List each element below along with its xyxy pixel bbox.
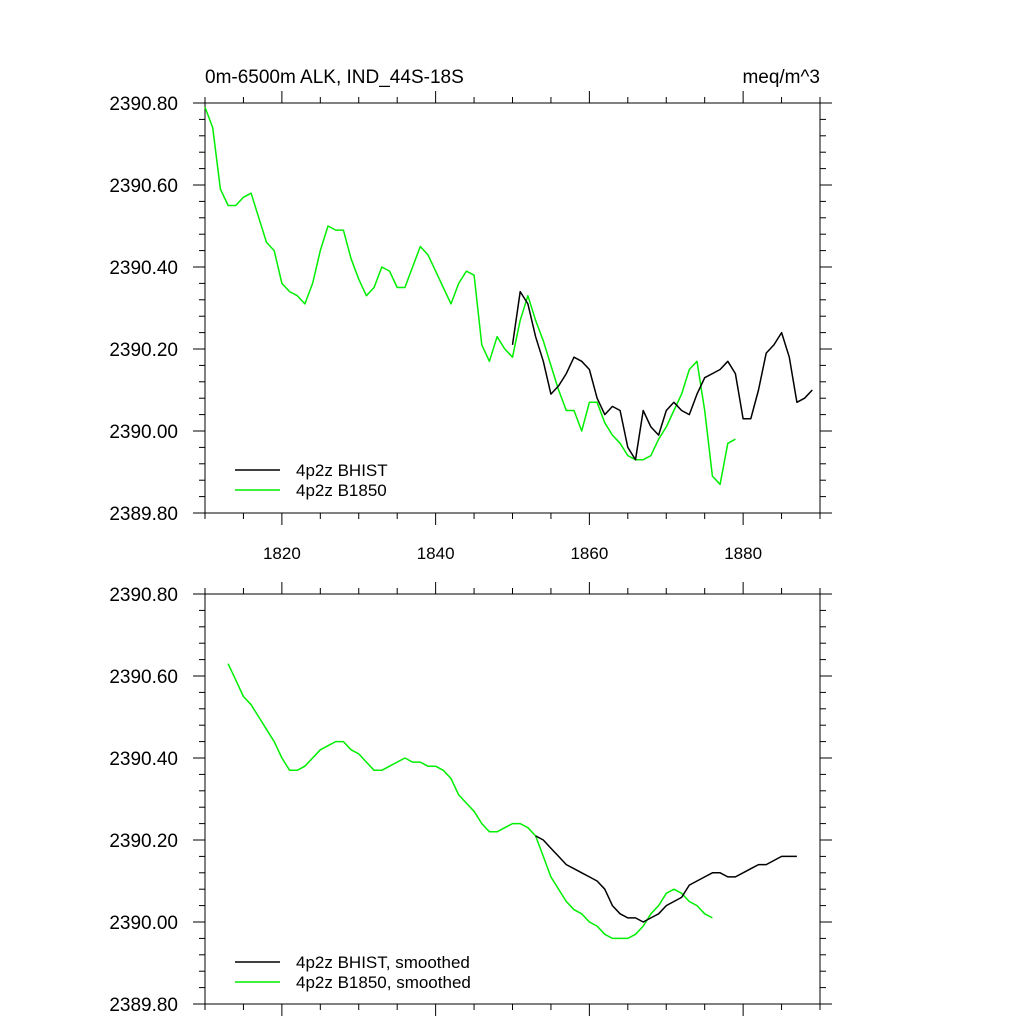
y-tick-label: 2390.60 [109, 176, 178, 197]
y-tick-label: 2390.40 [109, 258, 178, 279]
y-tick-label: 2390.80 [109, 585, 178, 606]
top-panel-units: meq/m^3 [742, 67, 820, 88]
x-tick-label: 1860 [570, 544, 608, 563]
y-tick-label: 2390.00 [109, 913, 178, 934]
top-series-lines [204, 106, 813, 486]
x-tick-label: 1880 [724, 544, 762, 563]
series-line [535, 835, 797, 923]
top-panel-title: 0m-6500m ALK, IND_44S-18S [205, 67, 464, 88]
y-tick-label: 2390.40 [109, 749, 178, 770]
y-tick-label: 2390.60 [109, 667, 178, 688]
top-legend: 4p2z BHIST 4p2z B1850 [235, 461, 388, 500]
legend-label-b1850: 4p2z B1850 [296, 481, 387, 500]
bottom-series-lines [227, 663, 797, 940]
x-tick-label: 1820 [263, 544, 301, 563]
top-panel: 0m-6500m ALK, IND_44S-18S meq/m^3 2389.8… [109, 67, 832, 563]
top-y-tick-labels: 2389.80 2390.00 2390.20 2390.40 2390.60 2390.… [109, 94, 178, 525]
series-line [511, 290, 813, 461]
y-tick-label: 2390.00 [109, 422, 178, 443]
legend-label-b1850-smoothed: 4p2z B1850, smoothed [296, 973, 471, 992]
y-tick-label: 2390.20 [109, 340, 178, 361]
legend-label-bhist-smoothed: 4p2z BHIST, smoothed [296, 953, 470, 972]
bottom-legend: 4p2z BHIST, smoothed 4p2z B1850, smoothe… [235, 953, 471, 992]
top-x-tick-labels: 1820 1840 1860 1880 [263, 544, 762, 563]
top-plot-frame [204, 102, 821, 514]
series-line [204, 106, 736, 486]
legend-label-bhist: 4p2z BHIST [296, 461, 388, 480]
x-tick-label: 1840 [417, 544, 455, 563]
bottom-plot-frame [204, 593, 821, 1005]
bottom-ticks [193, 582, 832, 1016]
top-ticks [193, 91, 832, 525]
y-tick-label: 2390.80 [109, 94, 178, 115]
series-line [227, 663, 713, 940]
bottom-panel: 2389.80 2390.00 2390.20 2390.40 2390.60 2390.… [109, 582, 832, 1016]
y-tick-label: 2389.80 [109, 504, 178, 525]
y-tick-label: 2389.80 [109, 995, 178, 1016]
y-tick-label: 2390.20 [109, 831, 178, 852]
bottom-y-tick-labels: 2389.80 2390.00 2390.20 2390.40 2390.60 2390.… [109, 585, 178, 1016]
